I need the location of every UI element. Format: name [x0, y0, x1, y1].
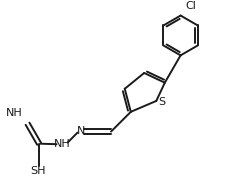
Text: S: S [158, 97, 165, 107]
Text: SH: SH [30, 166, 45, 176]
Text: NH: NH [54, 139, 70, 149]
Text: Cl: Cl [185, 1, 196, 11]
Text: NH: NH [5, 108, 22, 118]
Text: N: N [76, 126, 85, 136]
